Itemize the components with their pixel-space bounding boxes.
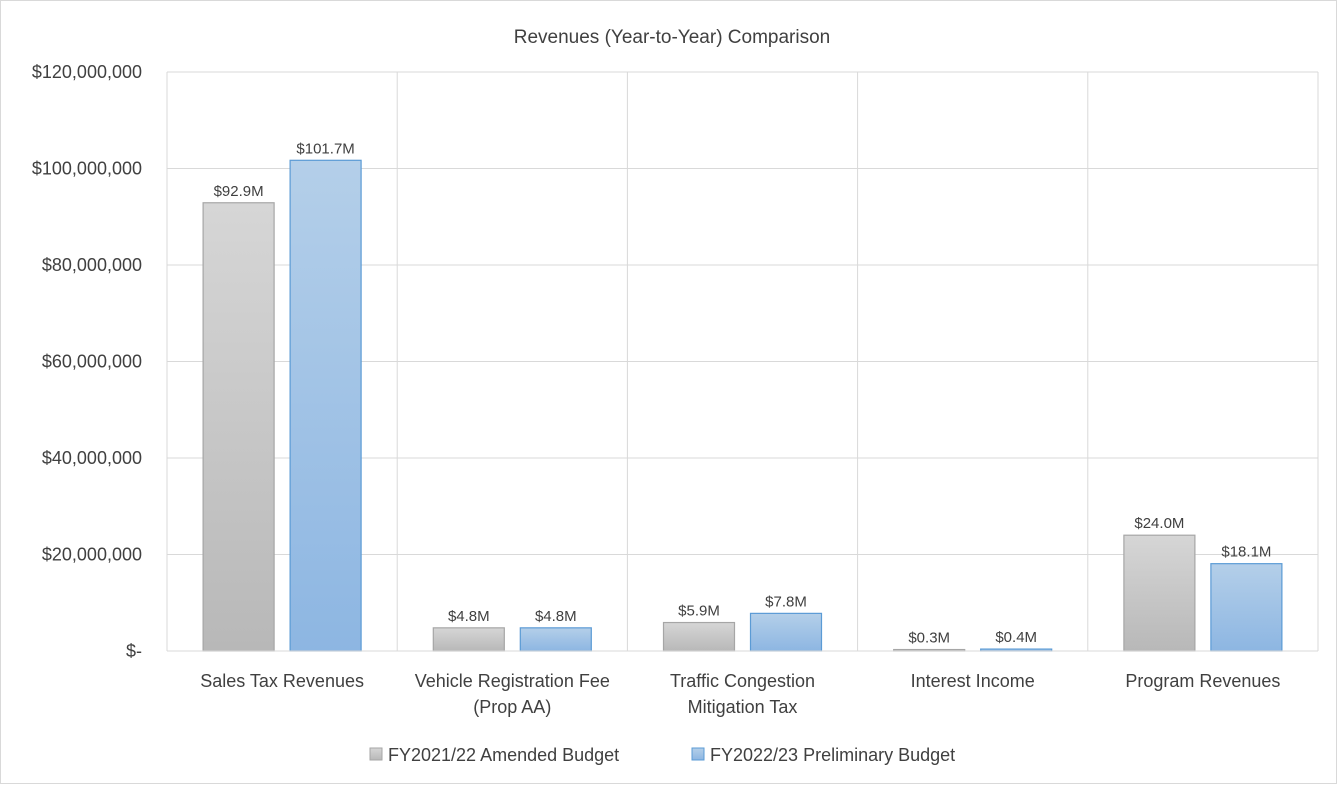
bar-fy2022-23	[749, 612, 823, 652]
data-label: $4.8M	[535, 608, 577, 625]
data-label: $92.9M	[214, 183, 264, 200]
bar-fy2022-23	[289, 159, 362, 652]
bar-fy2021-22	[662, 621, 736, 652]
data-labels: $92.9M $101.7M $4.8M $4.8M $5.9M $7.8M $0.3M $0…	[214, 140, 1272, 646]
bars	[202, 159, 1283, 652]
legend-label: FY2022/23 Preliminary Budget	[710, 745, 955, 765]
x-tick-label: Mitigation Tax	[688, 697, 798, 717]
x-tick-label: Vehicle Registration Fee	[415, 671, 610, 691]
bar-fy2021-22	[202, 202, 275, 652]
x-tick-label: Interest Income	[911, 671, 1035, 691]
x-tick-label: Program Revenues	[1125, 671, 1280, 691]
x-axis: Sales Tax Revenues Vehicle Registration F…	[167, 650, 1318, 717]
x-tick-label: Sales Tax Revenues	[200, 671, 364, 691]
x-tick-label: Traffic Congestion	[670, 671, 815, 691]
y-axis: $- $20,000,000 $40,000,000 $60,000,000 $80,0…	[32, 62, 142, 661]
data-label: $0.4M	[995, 629, 1037, 646]
data-label: $18.1M	[1221, 544, 1271, 561]
data-label: $7.8M	[765, 593, 807, 610]
bar-fy2022-23	[519, 627, 592, 652]
legend-swatch	[691, 747, 705, 761]
y-tick-label: $40,000,000	[42, 448, 142, 468]
legend-label: FY2021/22 Amended Budget	[388, 745, 619, 765]
data-label: $0.3M	[908, 630, 950, 647]
x-tick-label: (Prop AA)	[473, 697, 551, 717]
bar-fy2022-23	[1210, 563, 1283, 652]
chart-title: Revenues (Year-to-Year) Comparison	[514, 27, 830, 48]
data-label: $5.9M	[678, 603, 720, 620]
data-label: $24.0M	[1134, 515, 1184, 532]
y-tick-label: $20,000,000	[42, 545, 142, 565]
y-tick-label: $60,000,000	[42, 352, 142, 372]
data-label: $4.8M	[448, 608, 490, 625]
bar-fy2021-22	[1123, 534, 1196, 652]
legend-swatch	[369, 747, 383, 761]
y-tick-label: $80,000,000	[42, 255, 142, 275]
bar-fy2021-22	[432, 627, 505, 652]
y-tick-label: $100,000,000	[32, 159, 142, 179]
y-tick-label: $120,000,000	[32, 62, 142, 82]
legend: FY2021/22 Amended Budget FY2022/23 Prelim…	[369, 745, 955, 765]
data-label: $101.7M	[296, 140, 354, 157]
y-tick-label: $-	[126, 641, 142, 661]
